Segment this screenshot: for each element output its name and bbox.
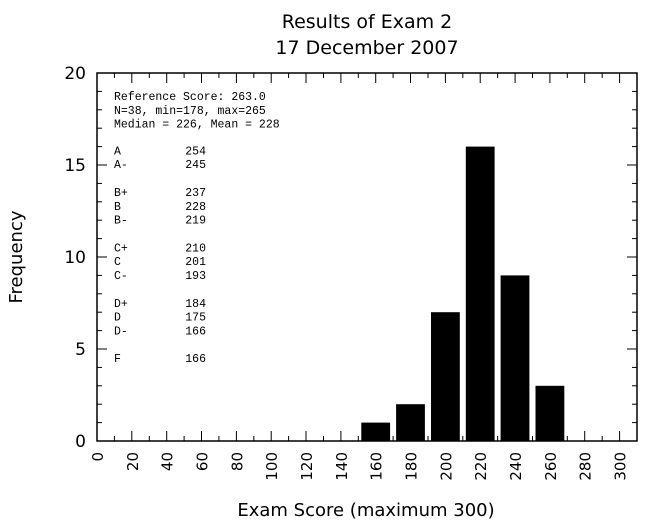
grade-label: A bbox=[114, 145, 121, 158]
grade-label: D+ bbox=[114, 298, 128, 311]
x-tick-label: 240 bbox=[507, 452, 525, 481]
stats-line: N=38, min=178, max=265 bbox=[114, 105, 266, 118]
bar-240 bbox=[500, 275, 530, 441]
x-tick-label: 180 bbox=[403, 452, 421, 481]
grade-label: B+ bbox=[114, 187, 128, 200]
grade-cutoff: 201 bbox=[185, 256, 206, 269]
stats-line: Reference Score: 263.0 bbox=[114, 91, 266, 104]
grade-cutoff: 166 bbox=[185, 353, 206, 366]
grade-cutoff: 175 bbox=[185, 312, 206, 325]
grade-cutoff: 228 bbox=[185, 201, 206, 214]
grade-label: D- bbox=[114, 325, 128, 338]
x-tick-label: 220 bbox=[472, 452, 490, 481]
bar-series bbox=[361, 146, 565, 441]
grade-cutoff: 184 bbox=[185, 298, 206, 311]
y-tick-label: 20 bbox=[64, 64, 86, 84]
x-tick-label: 80 bbox=[228, 452, 246, 471]
grade-label: B bbox=[114, 201, 121, 214]
x-tick-label: 120 bbox=[298, 452, 316, 481]
chart-subtitle: 17 December 2007 bbox=[275, 37, 458, 59]
y-axis-ticks: 0 5 10 15 20 bbox=[64, 64, 637, 452]
y-tick-label: 5 bbox=[75, 340, 86, 360]
grade-cutoff: 254 bbox=[185, 145, 206, 158]
grade-cutoff: 210 bbox=[185, 242, 206, 255]
grade-annotation: Reference Score: 263.0N=38, min=178, max… bbox=[114, 91, 280, 366]
bar-220 bbox=[465, 146, 495, 441]
x-tick-label: 280 bbox=[577, 452, 595, 481]
grade-label: C bbox=[114, 256, 121, 269]
x-tick-label: 260 bbox=[542, 452, 560, 481]
grade-cutoff: 219 bbox=[185, 215, 206, 228]
stats-line: Median = 226, Mean = 228 bbox=[114, 119, 280, 132]
x-tick-label: 100 bbox=[263, 452, 281, 481]
x-tick-label: 60 bbox=[194, 452, 212, 471]
x-axis-label: Exam Score (maximum 300) bbox=[237, 500, 494, 521]
chart-title: Results of Exam 2 bbox=[282, 11, 453, 33]
x-tick-label: 0 bbox=[89, 452, 107, 462]
bar-200 bbox=[431, 312, 460, 441]
grade-label: C+ bbox=[114, 242, 128, 255]
grade-cutoff: 237 bbox=[185, 187, 206, 200]
y-tick-label: 15 bbox=[64, 156, 86, 176]
x-tick-label: 160 bbox=[368, 452, 386, 481]
grade-label: D bbox=[114, 312, 121, 325]
y-tick-label: 0 bbox=[75, 432, 86, 452]
y-tick-label: 10 bbox=[64, 248, 86, 268]
grade-cutoff: 193 bbox=[185, 270, 206, 283]
x-tick-label: 140 bbox=[333, 452, 351, 481]
grade-label: A- bbox=[114, 159, 128, 172]
x-tick-label: 20 bbox=[124, 452, 142, 471]
x-tick-label: 300 bbox=[612, 452, 630, 481]
grade-label: B- bbox=[114, 215, 128, 228]
grade-label: C- bbox=[114, 270, 128, 283]
x-tick-label: 40 bbox=[159, 452, 177, 471]
x-axis-ticks: 0 20 40 60 80 100 120 140 160 180 200 220 240 260 280 3… bbox=[89, 73, 638, 481]
grade-cutoff: 245 bbox=[185, 159, 206, 172]
grade-cutoff: 166 bbox=[185, 325, 206, 338]
y-axis-label: Frequency bbox=[6, 210, 27, 303]
x-tick-label: 200 bbox=[437, 452, 455, 481]
grade-label: F bbox=[114, 353, 121, 366]
